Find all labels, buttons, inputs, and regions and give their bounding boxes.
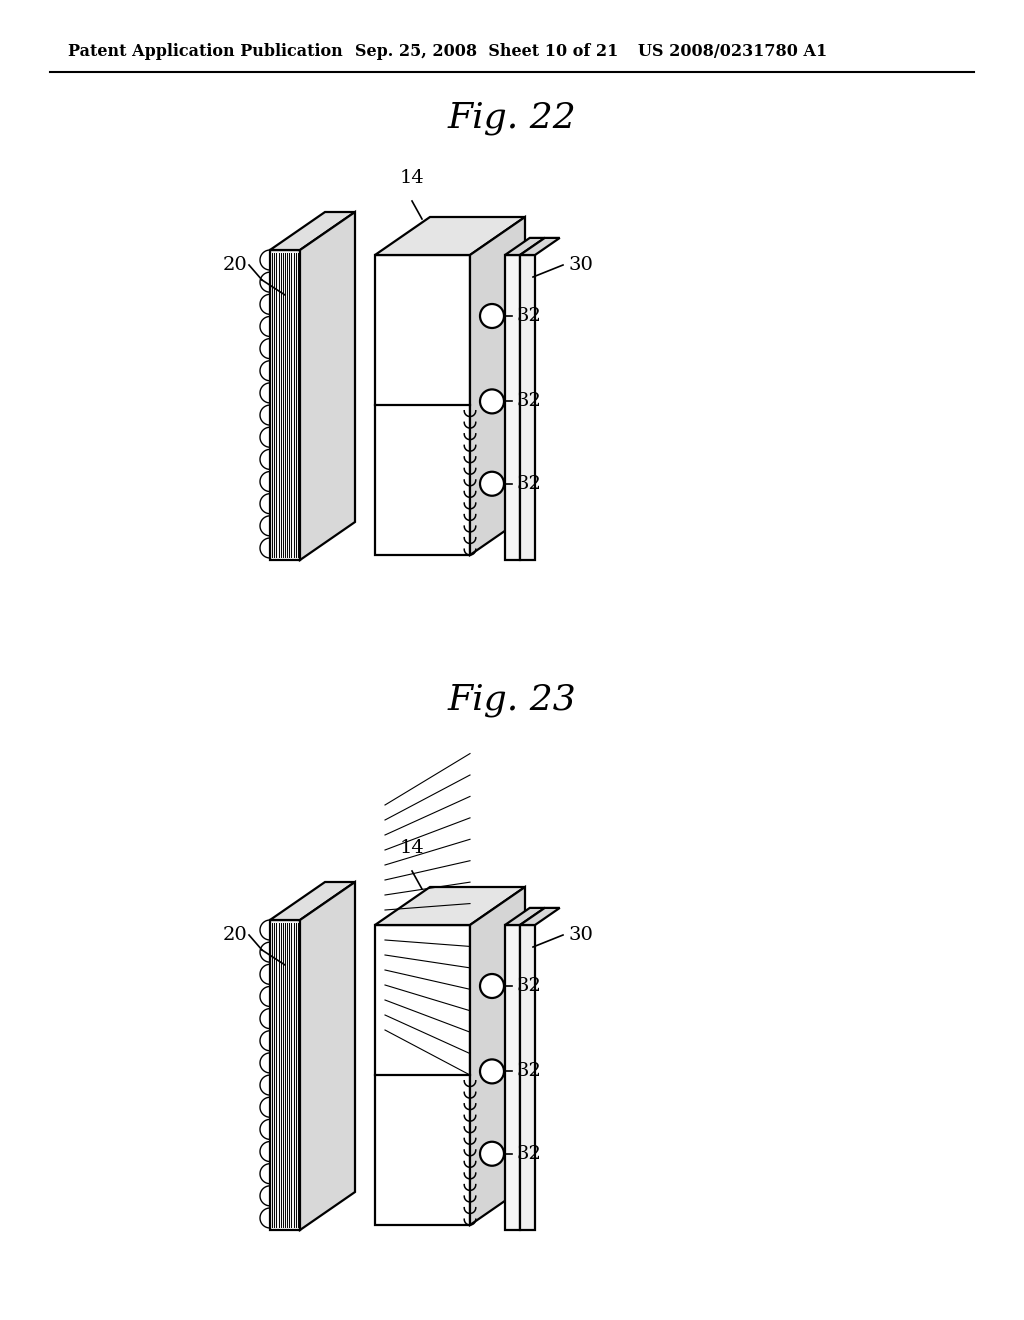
Polygon shape (270, 882, 355, 920)
Text: 30: 30 (568, 927, 593, 944)
Polygon shape (520, 908, 560, 925)
Polygon shape (470, 887, 525, 1225)
Text: 14: 14 (399, 169, 424, 187)
Circle shape (480, 1142, 504, 1166)
Polygon shape (505, 238, 545, 255)
Circle shape (480, 974, 504, 998)
Text: 30: 30 (568, 256, 593, 275)
Polygon shape (270, 213, 355, 249)
Text: 32: 32 (517, 392, 542, 411)
Text: 32: 32 (517, 1144, 542, 1163)
Polygon shape (300, 213, 355, 560)
Polygon shape (520, 925, 535, 1230)
Polygon shape (270, 920, 300, 1230)
Circle shape (480, 1060, 504, 1084)
Text: 32: 32 (517, 977, 542, 995)
Text: 20: 20 (222, 256, 247, 275)
Circle shape (480, 471, 504, 496)
Polygon shape (375, 255, 470, 554)
Polygon shape (375, 925, 470, 1225)
Text: US 2008/0231780 A1: US 2008/0231780 A1 (638, 44, 827, 61)
Text: Fig. 23: Fig. 23 (447, 682, 577, 717)
Polygon shape (505, 925, 520, 1230)
Polygon shape (375, 216, 525, 255)
Circle shape (480, 389, 504, 413)
Polygon shape (375, 887, 525, 925)
Text: 20: 20 (222, 927, 247, 944)
Polygon shape (470, 216, 525, 554)
Text: 14: 14 (399, 840, 424, 857)
Polygon shape (300, 882, 355, 1230)
Text: Patent Application Publication: Patent Application Publication (68, 44, 343, 61)
Polygon shape (520, 238, 560, 255)
Polygon shape (270, 249, 300, 560)
Text: 32: 32 (517, 1063, 542, 1080)
Text: Sep. 25, 2008  Sheet 10 of 21: Sep. 25, 2008 Sheet 10 of 21 (355, 44, 618, 61)
Text: 32: 32 (517, 475, 542, 492)
Text: 32: 32 (517, 308, 542, 325)
Text: Fig. 22: Fig. 22 (447, 102, 577, 135)
Circle shape (480, 304, 504, 327)
Polygon shape (505, 255, 520, 560)
Polygon shape (520, 255, 535, 560)
Polygon shape (505, 908, 545, 925)
